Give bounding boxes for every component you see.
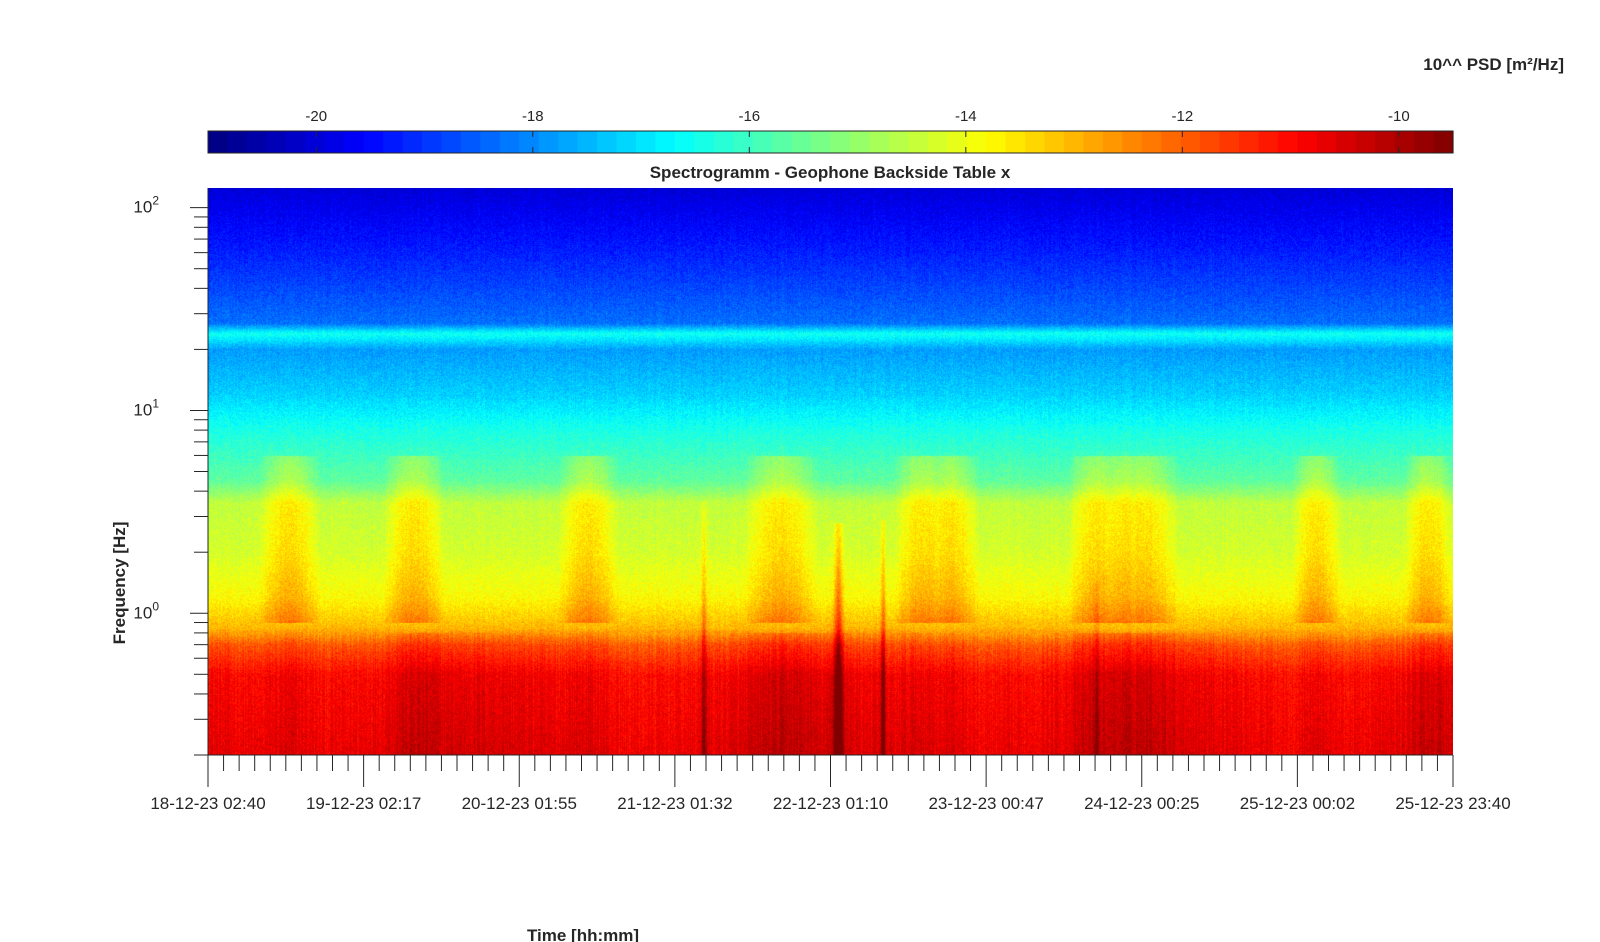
x-tick-label: 23-12-23 00:47 <box>928 794 1043 813</box>
colorbar-cell <box>849 131 871 153</box>
chart-title: Spectrogramm - Geophone Backside Table x <box>650 163 1011 182</box>
colorbar-tick-label: -14 <box>955 108 977 125</box>
colorbar-cell <box>772 131 793 153</box>
colorbar-cell <box>1005 131 1026 153</box>
colorbar-cell <box>655 131 676 153</box>
colorbar-cell <box>713 131 734 153</box>
colorbar-cell <box>986 131 1007 153</box>
x-tick-label: 18-12-23 02:40 <box>150 794 265 813</box>
x-tick-label: 25-12-23 00:02 <box>1240 794 1355 813</box>
colorbar-cell <box>1414 131 1435 153</box>
colorbar-cell <box>383 131 404 153</box>
x-tick-label: 22-12-23 01:10 <box>773 794 888 813</box>
colorbar-cell <box>1200 131 1221 153</box>
colorbar-cell <box>1297 131 1318 153</box>
colorbar-cell <box>1063 131 1084 153</box>
colorbar-cell <box>694 131 715 153</box>
colorbar-cell <box>285 131 306 153</box>
colorbar-tick-label: -18 <box>522 108 544 125</box>
colorbar-cell <box>460 131 481 153</box>
colorbar-cell <box>1102 131 1123 153</box>
colorbar-cell <box>927 131 948 153</box>
colorbar-cell <box>1394 131 1415 153</box>
colorbar-cell <box>908 131 929 153</box>
x-tick-label: 21-12-23 01:32 <box>617 794 732 813</box>
colorbar-cell <box>1180 131 1201 153</box>
x-tick-label: 24-12-23 00:25 <box>1084 794 1199 813</box>
colorbar-cell <box>246 131 267 153</box>
colorbar-cell <box>266 131 287 153</box>
colorbar-cell <box>966 131 987 153</box>
colorbar-cell <box>597 131 618 153</box>
colorbar-cell <box>1336 131 1357 153</box>
y-axis-label: Frequency [Hz] <box>110 522 129 645</box>
colorbar-cell <box>421 131 443 153</box>
colorbar-cell <box>577 131 598 153</box>
colorbar-cell <box>499 131 520 153</box>
colorbar-cell <box>1316 131 1337 153</box>
colorbar-cell <box>305 131 326 153</box>
colorbar-cell <box>538 131 559 153</box>
colorbar-tick-label: -20 <box>305 108 327 125</box>
colorbar-cell <box>635 131 657 153</box>
x-tick-label: 19-12-23 02:17 <box>306 794 421 813</box>
colorbar-cell <box>888 131 909 153</box>
colorbar-cell <box>947 131 968 153</box>
colorbar-label: 10^^ PSD [m²/Hz] <box>1423 55 1564 74</box>
y-tick-label: 101 <box>133 396 159 419</box>
colorbar-cell <box>752 131 773 153</box>
colorbar-tick-label: -12 <box>1172 108 1194 125</box>
y-axis: 100 101 102 <box>133 188 209 756</box>
colorbar-cell <box>344 131 365 153</box>
colorbar-cell <box>441 131 462 153</box>
colorbar-cell <box>830 131 851 153</box>
colorbar-cell <box>1122 131 1143 153</box>
colorbar-tick-label: -16 <box>738 108 760 125</box>
colorbar-cell <box>616 131 637 153</box>
y-tick-label: 102 <box>133 194 159 217</box>
colorbar-cell <box>208 131 229 153</box>
colorbar-cell <box>480 131 501 153</box>
colorbar-cell <box>227 131 248 153</box>
colorbar-cell <box>674 131 695 153</box>
colorbar-cell <box>1083 131 1104 153</box>
colorbar-cell <box>402 131 423 153</box>
colorbar-cell <box>1025 131 1046 153</box>
colorbar-tick-label: -10 <box>1388 108 1410 125</box>
colorbar: -20 -18 -16 -14 -12 -10 <box>207 108 1454 154</box>
colorbar-cell <box>1044 131 1065 153</box>
colorbar-cell <box>519 131 540 153</box>
colorbar-cell <box>363 131 384 153</box>
colorbar-cell <box>791 131 812 153</box>
colorbar-cell <box>1141 131 1162 153</box>
x-axis-label: Time [hh:mm] <box>527 926 639 942</box>
colorbar-cell <box>1277 131 1298 153</box>
x-tick-label: 25-12-23 23:40 <box>1395 794 1510 813</box>
y-tick-label: 100 <box>133 599 159 622</box>
colorbar-cell <box>869 131 890 153</box>
colorbar-cell <box>324 131 345 153</box>
colorbar-cell <box>1355 131 1376 153</box>
colorbar-cell <box>1239 131 1260 153</box>
colorbar-cell <box>558 131 579 153</box>
x-tick-label: 20-12-23 01:55 <box>462 794 577 813</box>
colorbar-cell <box>1258 131 1279 153</box>
colorbar-cell <box>733 131 754 153</box>
colorbar-cell <box>1219 131 1240 153</box>
colorbar-cell <box>1375 131 1396 153</box>
colorbar-cell <box>1433 131 1454 153</box>
x-axis: 18-12-23 02:40 19-12-23 02:17 20-12-23 01:… <box>150 754 1511 813</box>
colorbar-cell <box>1161 131 1182 153</box>
spectrogram-heatmap <box>208 188 1453 755</box>
colorbar-cell <box>811 131 832 153</box>
